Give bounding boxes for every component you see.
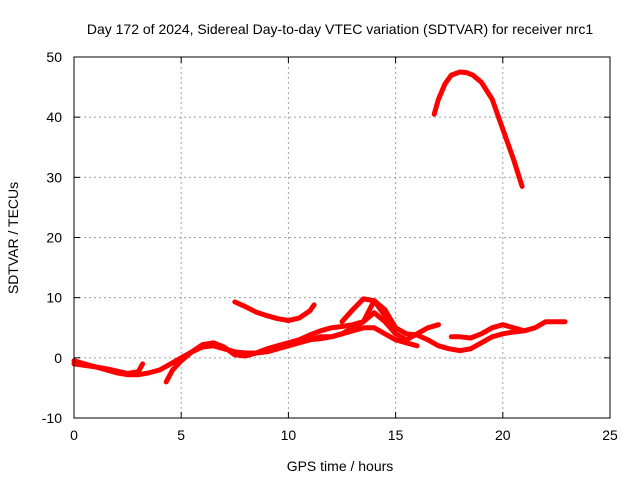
y-tick-label: -10 — [42, 410, 62, 426]
x-tick-label: 0 — [70, 427, 78, 443]
x-tick-label: 25 — [602, 427, 618, 443]
y-tick-label: 40 — [46, 109, 62, 125]
series-line-arc-4 — [232, 299, 317, 323]
x-axis-label: GPS time / hours — [287, 458, 394, 474]
chart-title: Day 172 of 2024, Sidereal Day-to-day VTE… — [87, 21, 593, 37]
x-tick-label: 10 — [281, 427, 297, 443]
series-line-arc-2 — [71, 325, 420, 378]
x-tick-label: 20 — [495, 427, 511, 443]
y-tick-label: 50 — [46, 49, 62, 65]
y-tick-label: 20 — [46, 230, 62, 246]
y-tick-label: 10 — [46, 290, 62, 306]
series-line-arc-7 — [448, 319, 568, 341]
series-line-arc-6 — [339, 296, 399, 331]
series-line-arc-8 — [431, 69, 525, 189]
y-axis-label: SDTVAR / TECUs — [5, 182, 21, 294]
grid-lines — [74, 57, 610, 418]
x-tick-label: 5 — [177, 427, 185, 443]
axis-ticks: 0 5 10 15 20 25 -10 0 10 20 30 40 50 — [42, 49, 618, 443]
y-tick-label: 30 — [46, 169, 62, 185]
series-line-arc-3 — [163, 310, 441, 385]
x-tick-label: 15 — [388, 427, 404, 443]
y-tick-label: 0 — [54, 350, 62, 366]
series-line-arc-5 — [307, 298, 527, 354]
data-series — [71, 69, 568, 385]
